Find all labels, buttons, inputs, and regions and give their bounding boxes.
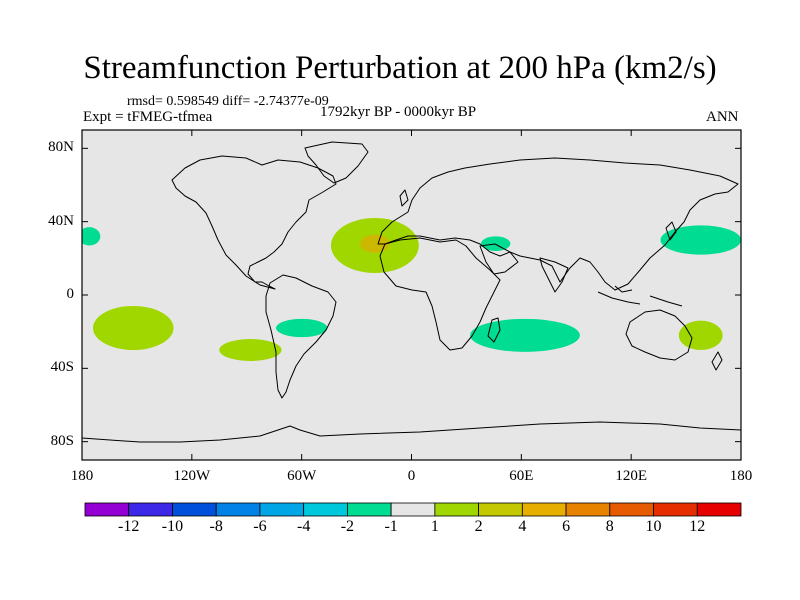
colorbar-swatch bbox=[215, 502, 261, 517]
coastline-south-america bbox=[265, 274, 337, 399]
colorbar bbox=[84, 502, 742, 517]
colorbar-swatch bbox=[172, 502, 217, 517]
colorbar-label: -12 bbox=[118, 518, 140, 535]
y-tick-label: 80S bbox=[50, 432, 74, 449]
experiment-label: Expt = tFMEG-tfmea bbox=[83, 109, 213, 125]
colorbar-label: 6 bbox=[562, 518, 571, 535]
x-tick-label: 180 bbox=[70, 468, 94, 484]
colorbar-label: 10 bbox=[645, 518, 662, 535]
anomaly-arabia-negative bbox=[481, 236, 511, 252]
colorbar-swatch bbox=[478, 502, 523, 517]
coastline-new-zealand bbox=[711, 351, 723, 371]
coastline-japan bbox=[665, 221, 677, 241]
coastline-australia bbox=[625, 309, 693, 361]
coastline-eurasia bbox=[377, 157, 739, 291]
anomaly-dateline-negative bbox=[82, 227, 101, 246]
colorbar-swatch bbox=[609, 502, 654, 517]
coastline-madagascar bbox=[487, 317, 501, 343]
x-tick-label: 120W bbox=[173, 468, 211, 484]
colorbar-swatch bbox=[128, 502, 173, 517]
x-tick-label: 120E bbox=[615, 468, 647, 484]
x-tick-label: 60W bbox=[287, 468, 317, 484]
colorbar-label: 12 bbox=[689, 518, 706, 535]
x-tick-label: 180 bbox=[729, 468, 753, 484]
colorbar-swatch bbox=[565, 502, 611, 517]
colorbar-label: -2 bbox=[340, 518, 355, 535]
colorbar-label: -1 bbox=[384, 518, 398, 535]
coastline-uk bbox=[399, 189, 409, 207]
coastline-north-america bbox=[171, 155, 337, 290]
y-tick-label: 40N bbox=[48, 212, 74, 229]
colorbar-label: 2 bbox=[474, 518, 483, 535]
anomaly-south-america-negative bbox=[276, 318, 328, 338]
colorbar-swatch bbox=[390, 502, 436, 517]
coastline-antarctica bbox=[82, 421, 741, 443]
plot-title: Streamfunction Perturbation at 200 hPa (… bbox=[83, 50, 717, 86]
anomaly-australia-positive bbox=[678, 320, 723, 351]
coastline-africa bbox=[379, 237, 501, 351]
anomaly-north-atlantic-core bbox=[360, 234, 390, 253]
anomaly-east-pacific-positive bbox=[92, 306, 174, 350]
colorbar-label: -10 bbox=[161, 518, 184, 535]
colorbar-label: -4 bbox=[296, 518, 311, 535]
colorbar-swatch bbox=[653, 502, 698, 517]
colorbar-label: -8 bbox=[209, 518, 223, 535]
x-tick-label: 0 bbox=[407, 468, 416, 484]
colorbar-swatch bbox=[346, 502, 392, 517]
season-label: ANN bbox=[706, 109, 739, 125]
colorbar-swatch bbox=[303, 502, 348, 517]
map-background bbox=[82, 130, 741, 460]
coastline-arabia bbox=[479, 243, 519, 275]
colorbar-swatch bbox=[84, 502, 130, 517]
period-label: 1792kyr BP - 0000kyr BP bbox=[320, 104, 477, 120]
coastline-india bbox=[539, 257, 569, 293]
y-tick-label: 40S bbox=[50, 359, 74, 376]
colorbar-label: 8 bbox=[605, 518, 614, 535]
anomaly-west-pacific-negative bbox=[660, 225, 741, 255]
anomaly-south-pacific-positive bbox=[219, 339, 282, 361]
x-tick-label: 60E bbox=[509, 468, 534, 484]
colorbar-swatch bbox=[696, 502, 742, 517]
colorbar-swatch bbox=[521, 502, 567, 517]
coastline-indonesia bbox=[597, 285, 683, 307]
anomaly-indian-ocean-negative bbox=[470, 318, 580, 352]
coastline-greenland bbox=[304, 141, 369, 184]
colorbar-label: 1 bbox=[430, 518, 439, 535]
colorbar-swatch bbox=[434, 502, 480, 517]
colorbar-label: -6 bbox=[253, 518, 267, 535]
y-tick-label: 80N bbox=[48, 139, 74, 156]
colorbar-swatch bbox=[259, 502, 305, 517]
y-tick-label: 0 bbox=[66, 286, 75, 302]
colorbar-label: 4 bbox=[518, 518, 527, 535]
rmsd-stats: rmsd= 0.598549 diff= -2.74377e-09 bbox=[127, 94, 329, 109]
coastlines bbox=[82, 141, 741, 443]
